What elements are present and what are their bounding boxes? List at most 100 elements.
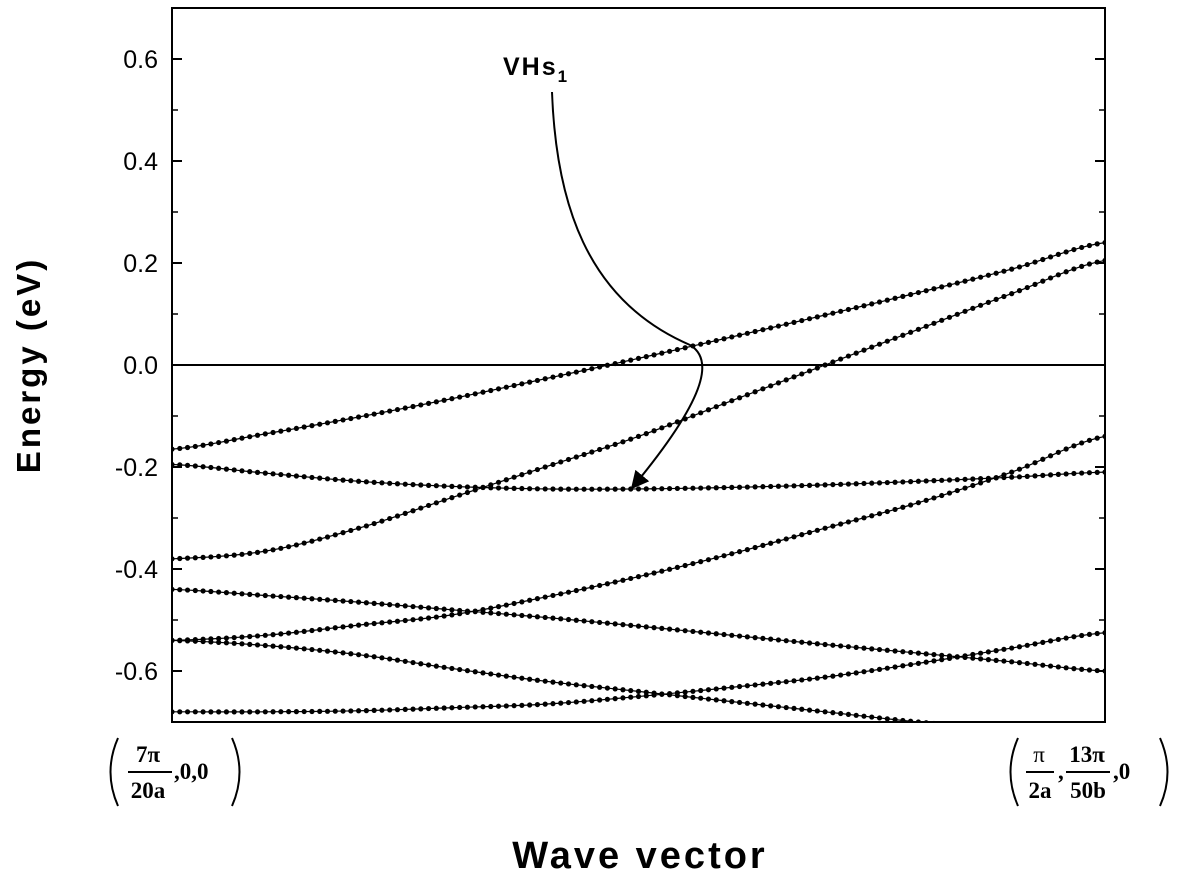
band-point xyxy=(410,508,416,514)
band-point xyxy=(667,566,673,572)
band-point xyxy=(651,570,657,576)
band-point xyxy=(1102,735,1107,740)
band-point xyxy=(581,683,587,689)
band-point xyxy=(791,705,797,712)
band-point xyxy=(768,383,774,389)
band-point xyxy=(387,480,393,486)
band-point xyxy=(682,562,688,569)
band-point xyxy=(900,332,906,338)
band-point xyxy=(402,405,408,411)
band-point xyxy=(620,577,626,583)
band-point xyxy=(597,582,603,589)
band-point xyxy=(667,485,673,492)
band-point xyxy=(721,336,727,342)
band-point xyxy=(814,527,820,533)
band-point xyxy=(667,348,673,354)
band-point xyxy=(752,544,758,551)
band-point xyxy=(783,321,789,327)
band-point xyxy=(900,504,906,510)
band-point xyxy=(1024,261,1030,268)
band-point xyxy=(286,630,292,636)
band-point xyxy=(1079,666,1085,672)
band-point xyxy=(628,622,634,628)
band-point xyxy=(356,414,362,420)
band-point xyxy=(884,508,890,515)
band-point xyxy=(480,670,486,676)
band-point xyxy=(457,394,463,400)
band-point xyxy=(301,424,307,430)
band-point xyxy=(931,320,937,326)
band-point xyxy=(1032,661,1038,667)
band-point xyxy=(713,337,719,344)
band-point xyxy=(457,666,463,673)
band-point xyxy=(635,433,642,439)
band-point xyxy=(612,696,618,702)
band-point xyxy=(768,680,774,686)
band-point xyxy=(1055,272,1061,278)
band-point xyxy=(985,657,991,663)
band-point xyxy=(519,702,525,708)
band-point xyxy=(394,618,401,624)
band-point xyxy=(830,673,836,679)
band-point xyxy=(869,480,875,486)
band-point xyxy=(309,627,315,634)
svg-text:,0: ,0 xyxy=(1113,759,1130,784)
band-point xyxy=(511,703,517,709)
band-point xyxy=(643,431,649,437)
band-point xyxy=(208,588,214,595)
band-point xyxy=(254,642,261,648)
band-point xyxy=(464,704,471,710)
band-point xyxy=(1056,731,1061,736)
band-point xyxy=(387,602,393,608)
band-point xyxy=(752,389,758,395)
band-point xyxy=(698,410,704,416)
band-point xyxy=(200,638,206,645)
band-point xyxy=(558,486,564,492)
band-point xyxy=(332,597,338,604)
band-point xyxy=(876,715,883,721)
band-point xyxy=(698,341,704,347)
band-point xyxy=(394,657,401,663)
band-point xyxy=(760,635,766,641)
y-tick-label: 0.2 xyxy=(123,250,158,278)
band-point xyxy=(379,655,385,661)
band-point xyxy=(900,717,906,722)
band-point xyxy=(1055,664,1061,670)
band-point xyxy=(760,327,766,333)
band-point xyxy=(418,616,424,622)
band-point xyxy=(177,587,183,593)
band-point xyxy=(1001,646,1007,652)
band-point xyxy=(418,505,424,511)
band-point xyxy=(822,482,828,488)
band-point xyxy=(216,439,222,446)
band-point xyxy=(441,705,447,711)
band-point xyxy=(729,684,735,690)
band-point xyxy=(254,549,261,555)
band-point xyxy=(970,651,976,658)
band-point xyxy=(884,297,890,303)
band-point xyxy=(239,634,245,640)
band-point xyxy=(589,683,595,690)
band-point xyxy=(1024,463,1030,469)
band-point xyxy=(177,638,183,644)
band-point xyxy=(736,549,743,555)
band-point xyxy=(402,706,408,713)
band-point xyxy=(425,705,432,712)
band-point xyxy=(550,461,556,468)
band-point xyxy=(519,472,525,478)
band-point xyxy=(752,682,758,688)
band-point xyxy=(589,619,595,625)
band-point xyxy=(876,511,883,517)
band-point xyxy=(410,706,416,712)
band-point xyxy=(394,513,401,519)
band-point xyxy=(752,701,758,707)
band-point xyxy=(488,387,494,394)
band-point xyxy=(379,601,385,607)
band-point xyxy=(309,474,315,481)
band-point xyxy=(363,479,369,485)
band-point xyxy=(558,372,564,379)
band-point xyxy=(278,644,284,650)
band-point xyxy=(705,339,712,345)
band-point xyxy=(441,613,447,619)
band-point xyxy=(651,692,657,698)
